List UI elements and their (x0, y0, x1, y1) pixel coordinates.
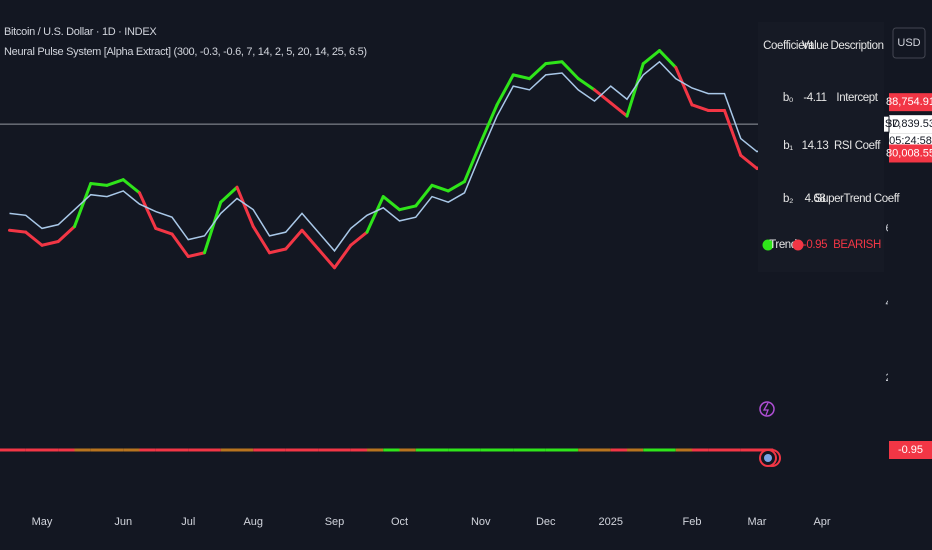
x-tick-label: May (32, 516, 53, 528)
band-segment (593, 88, 613, 105)
description: SuperTrend Coeff (814, 193, 900, 205)
trend-value: -0.95 (802, 239, 828, 251)
band-segment (349, 230, 369, 247)
band-segment (463, 140, 483, 184)
band-segment (138, 191, 158, 230)
band-segment (544, 60, 564, 66)
band-segment (723, 108, 743, 157)
coefficient-table: Coefficient Value Description b₀ -4.11 I… (758, 22, 900, 272)
band-segment (170, 232, 190, 258)
price-tags: -0.9587,839.5305:24:58BTCUSD88,754.9180,… (855, 93, 932, 459)
band-segment (609, 101, 629, 118)
last-price-tag-bg (889, 115, 932, 134)
x-tick-label: Aug (243, 516, 263, 528)
band-segment (414, 183, 434, 208)
coefficient-value: -4.11 (803, 92, 827, 104)
price-tag-bg (889, 144, 932, 163)
description: Intercept (836, 92, 878, 104)
icons (759, 401, 781, 467)
band-segment (89, 181, 109, 187)
column-header: Value (801, 40, 829, 52)
band-segment (446, 180, 466, 193)
x-tick-label: Dec (536, 516, 556, 528)
band-segment (690, 103, 710, 112)
countdown: 05:24:58 (889, 135, 932, 147)
symbol-title: Bitcoin / U.S. Dollar · 1D · INDEX (4, 26, 157, 38)
last-price-tag: 87,839.53 (886, 118, 932, 130)
band-segment (333, 243, 353, 270)
column-header: Description (830, 40, 884, 52)
x-tick-label: Jun (114, 516, 132, 528)
description: RSI Coeff (833, 140, 881, 152)
x-tick-label: 2025 (599, 516, 623, 528)
band-segment (268, 247, 288, 255)
band-segment (154, 226, 174, 236)
coefficient: b₂ (782, 193, 794, 205)
currency[interactable]: USD (897, 37, 920, 49)
price-tag: 80,008.55 (886, 147, 932, 159)
band-segment (300, 228, 320, 251)
trend-dot (792, 239, 804, 251)
band-segment (56, 225, 76, 244)
indicator-tag: -0.95 (898, 444, 923, 456)
band-segment (235, 185, 255, 229)
price-tag-bg (889, 93, 932, 112)
band-segment (40, 240, 60, 247)
band-segment (495, 73, 515, 107)
x-tick-label: Sep (325, 516, 345, 528)
x-tick-label: Nov (471, 516, 491, 528)
band-segment (528, 62, 548, 81)
trend-state: BEARISH (833, 239, 881, 251)
coefficient-value: 4.68 (804, 193, 826, 205)
band-segment (674, 65, 694, 107)
band-segment (365, 195, 385, 234)
band-segment (511, 73, 531, 81)
band-segment (625, 62, 645, 118)
band-segment (381, 195, 401, 212)
indicator-tag-bg (889, 441, 932, 459)
band-segment (203, 200, 223, 255)
band-segment (739, 153, 759, 170)
trend-label: Trend (769, 239, 797, 251)
band-segment (479, 103, 499, 144)
trend-dot (762, 239, 774, 251)
price-axis (888, 0, 932, 505)
band-segment (73, 181, 93, 229)
price-line (9, 60, 774, 253)
column-header: Coefficient (763, 40, 813, 52)
x-tick-label: Jul (181, 516, 195, 528)
coefficient: b₀ (782, 92, 794, 104)
band-segment (560, 60, 580, 81)
band-segment (641, 49, 661, 66)
coefficient: b₁ (783, 140, 793, 152)
band-segment (316, 247, 336, 270)
x-tick-label: Apr (813, 516, 830, 528)
x-tick-label: Feb (683, 516, 702, 528)
band-segment (8, 228, 28, 234)
band-segment (576, 77, 596, 92)
band-segment (658, 49, 678, 69)
band-segment (284, 228, 304, 251)
price-tag: 88,754.91 (886, 96, 932, 108)
band-segment (430, 183, 450, 193)
band-segment (24, 230, 44, 247)
band-segment (121, 178, 141, 195)
indicator-title: Neural Pulse System [Alpha Extract] (300… (4, 46, 367, 58)
band-segment (251, 225, 271, 255)
x-tick-label: Oct (391, 516, 408, 528)
band-segment (398, 204, 418, 212)
band-segment (105, 178, 125, 187)
band-segment (219, 185, 239, 204)
x-tick-label: Mar (748, 516, 767, 528)
band-segment (186, 251, 206, 258)
currency-button[interactable] (892, 27, 926, 59)
coefficient-value: 14.13 (801, 140, 829, 152)
